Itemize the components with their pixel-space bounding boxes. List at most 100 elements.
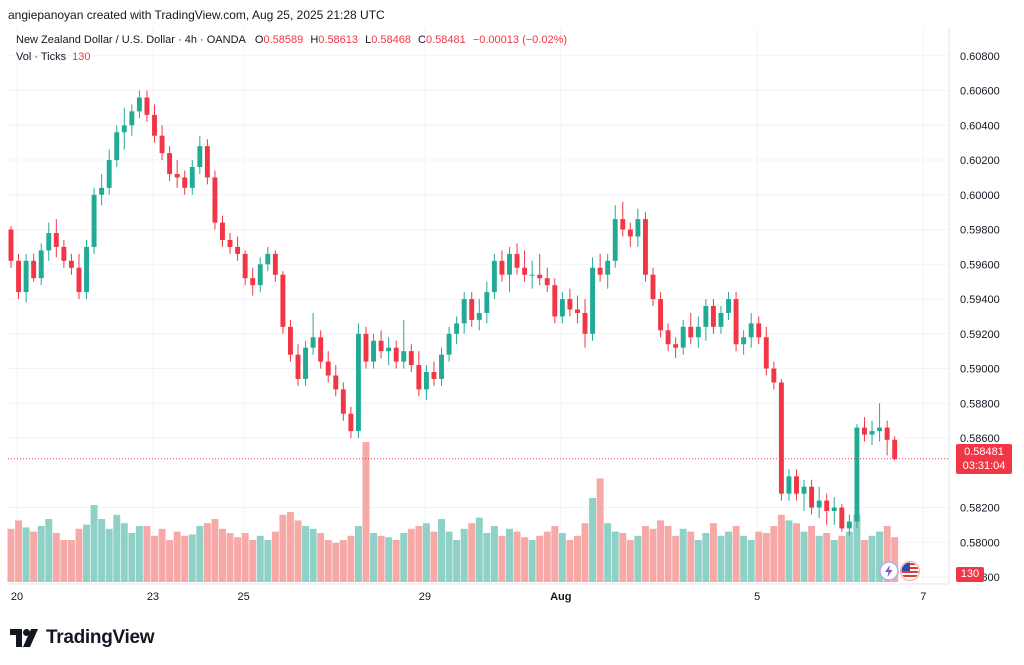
volume-bar <box>483 533 491 582</box>
price-tick-label: 0.59200 <box>960 329 1000 341</box>
candle-body <box>333 375 339 390</box>
candle-body <box>507 253 512 275</box>
volume-bar <box>15 520 23 582</box>
candle-body <box>484 292 490 313</box>
candle-body <box>575 309 580 313</box>
price-tick-label: 0.60800 <box>960 51 1000 63</box>
candle-body <box>401 351 407 362</box>
candle-body <box>559 299 565 317</box>
volume-bar <box>302 526 310 582</box>
volume-bar <box>694 540 702 582</box>
volume-label[interactable]: Vol · Ticks <box>16 51 67 63</box>
candle <box>31 253 37 282</box>
price-tick-label: 0.60000 <box>960 190 1000 202</box>
candle <box>627 222 633 247</box>
volume-bar <box>166 540 174 582</box>
tradingview-logo[interactable]: TradingView <box>10 626 155 650</box>
price-tick-label: 0.60600 <box>960 86 1000 98</box>
candle-body <box>748 323 754 338</box>
candle-body <box>741 337 747 345</box>
volume-bar <box>98 519 106 582</box>
candle-body <box>68 260 74 268</box>
volume-bar <box>460 528 468 582</box>
volume-bar <box>196 526 204 582</box>
candle <box>439 347 444 386</box>
candle-body <box>673 344 679 348</box>
candle-body <box>265 253 271 265</box>
candle-body <box>152 114 157 136</box>
candle-body <box>355 333 361 432</box>
candle <box>673 337 679 359</box>
volume-bar <box>664 526 672 582</box>
candle-body <box>718 312 724 327</box>
candle <box>53 219 59 258</box>
candle <box>288 319 293 362</box>
candle <box>809 479 815 515</box>
lightning-event-icon[interactable] <box>879 561 899 581</box>
volume-bar <box>838 535 846 582</box>
candle <box>257 257 263 293</box>
volume-bar <box>83 524 91 582</box>
candle-body <box>53 233 59 247</box>
candle-body <box>386 347 392 352</box>
candle <box>348 406 354 439</box>
candle-body <box>106 160 112 188</box>
candle <box>688 312 694 345</box>
candle-body <box>182 177 188 188</box>
candle-body <box>529 274 535 276</box>
open-value: 0.58589 <box>263 34 304 46</box>
volume-bar <box>808 526 816 582</box>
price-axis[interactable]: 0.60800 0.60600 0.60400 0.60200 0.60000 0.598… <box>960 51 1000 584</box>
candle-body <box>129 111 135 126</box>
volume-bar <box>641 526 649 582</box>
close-label: C <box>418 34 426 46</box>
volume-bar <box>271 531 279 582</box>
high-label: H <box>310 34 319 46</box>
candle-body <box>38 250 44 279</box>
candle <box>84 239 89 300</box>
volume-bar <box>415 526 423 582</box>
candle <box>862 417 867 442</box>
price-tick-label: 0.59800 <box>960 225 1000 237</box>
candle-body <box>778 382 784 494</box>
volume-bar <box>551 526 559 582</box>
candle-body <box>227 239 233 247</box>
time-axis[interactable]: 20232529Aug5710131519212427 <box>11 591 1024 603</box>
candle-body <box>340 389 346 414</box>
candle-body <box>612 219 618 261</box>
candle-body <box>839 507 845 529</box>
close-value: 0.58481 <box>426 34 466 46</box>
price-tick-label: 0.59000 <box>960 364 1000 376</box>
chart-credit: angiepanoyan created with TradingView.co… <box>8 8 385 22</box>
volume-bar <box>596 478 604 582</box>
candle <box>522 250 528 282</box>
candle <box>212 170 218 230</box>
candle <box>741 330 747 355</box>
candle <box>408 344 414 373</box>
candle <box>129 104 135 136</box>
time-tick-label: 5 <box>754 591 760 603</box>
candle-body <box>763 337 769 369</box>
volume-bar <box>113 514 121 582</box>
candle <box>537 253 543 286</box>
candle-body <box>454 323 460 334</box>
symbol-title[interactable]: New Zealand Dollar / U.S. Dollar · 4h · … <box>16 34 246 46</box>
candle <box>816 486 822 518</box>
candle-body <box>121 125 127 133</box>
volume-bar <box>619 533 627 582</box>
volume-bar <box>521 537 529 582</box>
candle-body <box>371 340 376 362</box>
candle-body <box>197 146 203 167</box>
candle <box>265 246 271 272</box>
us-flag-event-icon[interactable] <box>900 561 920 581</box>
volume-bar <box>725 531 732 582</box>
candle <box>658 292 663 338</box>
volume-bar <box>211 519 219 582</box>
volume-bar <box>732 526 740 582</box>
candle <box>68 253 74 275</box>
candle-body <box>733 299 739 345</box>
candle <box>605 253 611 289</box>
candle <box>38 243 44 286</box>
candle <box>99 173 105 206</box>
